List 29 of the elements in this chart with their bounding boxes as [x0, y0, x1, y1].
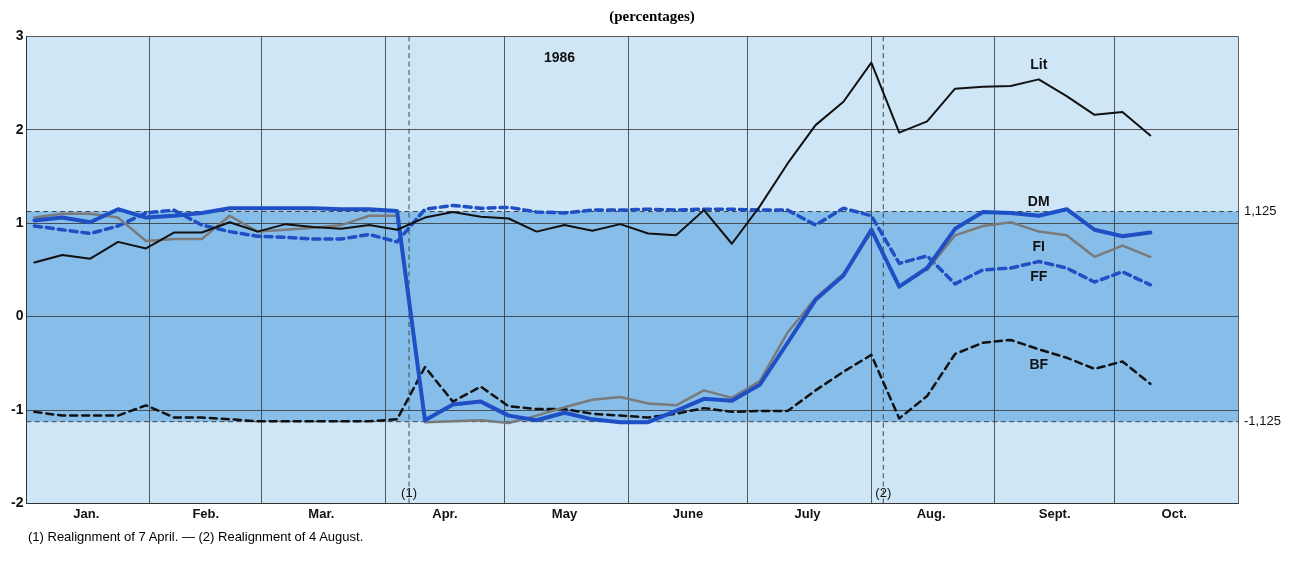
x-tick-label: Aug.	[916, 505, 946, 521]
y-tick-label: 1	[15, 214, 24, 231]
x-tick-label: Jan.	[73, 505, 100, 521]
annotation: 1986	[543, 49, 576, 66]
chart-title: (percentages)	[608, 8, 696, 25]
x-tick-label: May	[551, 505, 578, 521]
line-series	[33, 338, 1152, 423]
series-label: FI	[1032, 238, 1045, 255]
ref-line-label: -1,125	[1244, 413, 1281, 429]
ref-line-label: (1)	[401, 485, 417, 501]
series-label: Lit	[1030, 56, 1048, 73]
ref-line-label: 1,125	[1244, 203, 1277, 219]
x-tick-label: Oct.	[1161, 505, 1187, 521]
x-tick-label: Feb.	[192, 505, 220, 521]
series-label: BF	[1029, 356, 1049, 373]
series-label: DM	[1027, 192, 1050, 209]
y-tick-label: 2	[15, 120, 24, 137]
ref-line-label: (2)	[875, 485, 892, 501]
x-tick-label: Mar.	[308, 505, 335, 521]
x-tick-label: July	[794, 505, 822, 521]
y-tick-label: 3	[15, 27, 24, 44]
x-tick-label: June	[672, 505, 704, 521]
y-tick-label: 0	[15, 307, 24, 324]
text: (1) Realignment of 7 April. — (2) Realignment of 4 August.	[28, 529, 365, 544]
x-tick-label: Apr.	[432, 505, 458, 521]
x-tick-label: Sept.	[1038, 505, 1071, 521]
y-tick-label: -2	[11, 494, 24, 511]
series-label: FF	[1030, 268, 1048, 285]
y-tick-label: -1	[11, 400, 24, 417]
